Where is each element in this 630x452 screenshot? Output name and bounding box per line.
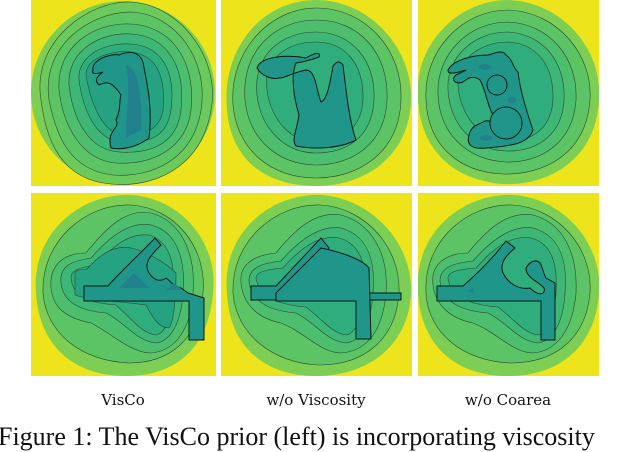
panel-no-viscosity-dragon (221, 0, 412, 186)
sdf-contour-plot (31, 1, 215, 185)
sdf-contour-plot (418, 194, 599, 376)
sdf-contour-plot (35, 194, 214, 376)
panel-no-viscosity-four (221, 193, 412, 376)
sdf-contour-plot (418, 0, 599, 185)
column-label-no-coarea: w/o Coarea (464, 391, 552, 409)
figure-caption: Figure 1: The VisCo prior (left) is inco… (0, 422, 595, 451)
panel-visco-four (31, 193, 216, 376)
sdf-contour-plot (226, 0, 412, 186)
column-label-no-viscosity: w/o Viscosity (266, 391, 366, 409)
panel-no-coarea-four (418, 193, 599, 376)
panel-visco-dragon (31, 0, 216, 186)
sdf-contour-plot (226, 194, 412, 376)
column-label-visco: VisCo (101, 391, 145, 409)
panel-no-coarea-dragon (418, 0, 599, 186)
